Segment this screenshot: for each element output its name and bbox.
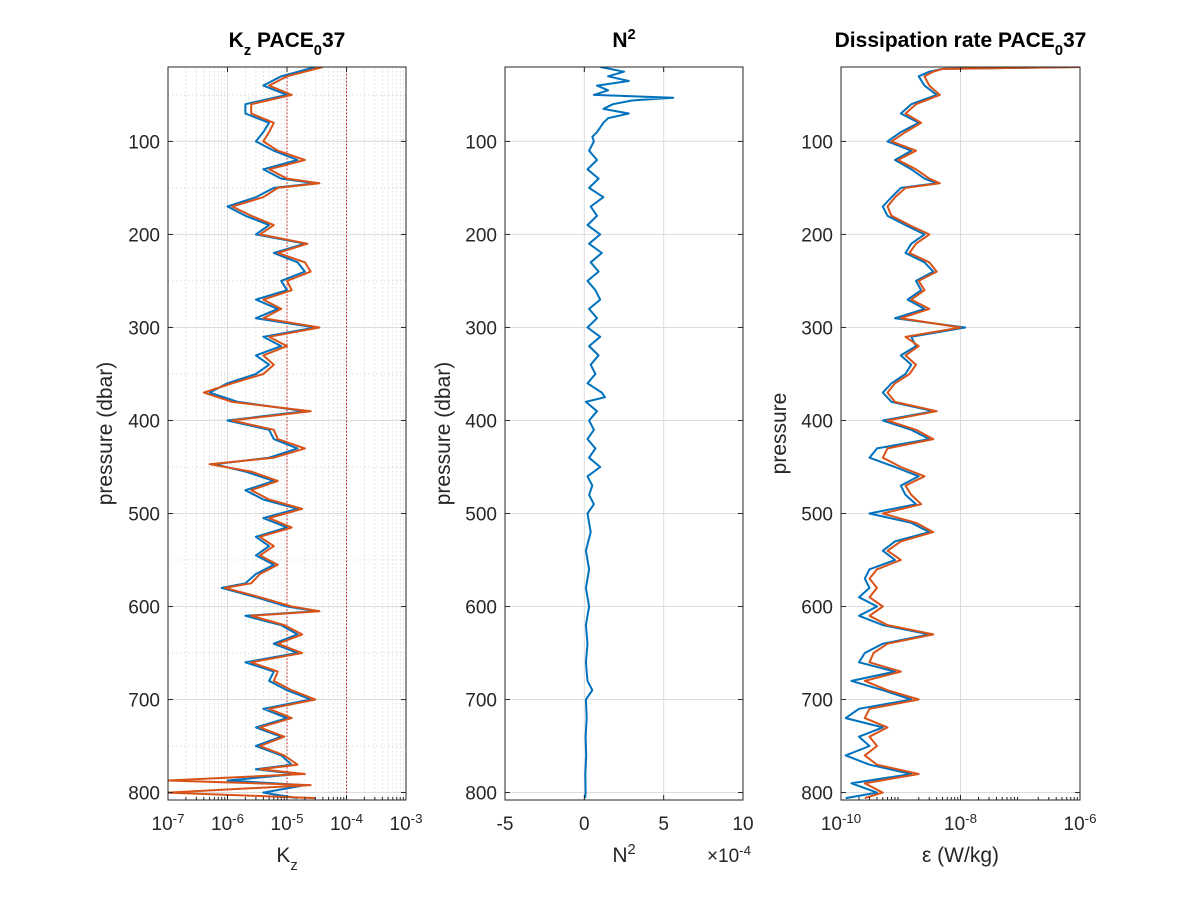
chart-title: Kz PACE037 <box>229 29 346 59</box>
chart-panel-2: -5 0 5 10 100 200 300 400 500 600 700 800 N2 N2 ×10-4 p… <box>432 27 754 867</box>
y-tick-label: 700 <box>465 691 497 712</box>
x-tick-label: 10-4 <box>330 811 363 836</box>
y-tick-label: 600 <box>128 598 160 619</box>
chart-title: Dissipation rate PACE037 <box>835 29 1087 59</box>
x-tick-label: -5 <box>497 814 514 835</box>
y-tick-label: 500 <box>801 504 833 525</box>
plot-frame <box>504 66 744 801</box>
x-tick-label: 10 <box>732 814 753 835</box>
x-tick-label: 10-3 <box>390 811 423 836</box>
x-tick-label: 10-5 <box>271 811 304 836</box>
x-axis-label: Kz <box>276 844 297 874</box>
x-tick-label: 0 <box>579 814 590 835</box>
series-line-1 <box>584 67 675 799</box>
y-tick-label: 400 <box>128 411 160 432</box>
chart-panel-1: 10-7 10-6 10-5 10-4 10-3 100 200 300 400 500 600 70… <box>94 29 422 874</box>
series-line-2 <box>863 67 1080 800</box>
x-tick-label: 10-6 <box>211 811 244 836</box>
y-axis-label: pressure (dbar) <box>94 362 117 506</box>
chart-panel-3: 10-10 10-8 10-6 100 200 300 400 500 600 700 800 Dis… <box>768 29 1096 867</box>
x-tick-label: 10-8 <box>944 811 977 836</box>
y-tick-label: 600 <box>801 598 833 619</box>
y-tick-label: 100 <box>465 132 497 153</box>
x-tick-label: 10-7 <box>152 811 185 836</box>
y-tick-label: 800 <box>801 784 833 805</box>
y-tick-label: 400 <box>465 411 497 432</box>
y-tick-label: 300 <box>801 318 833 339</box>
y-axis-label: pressure (dbar) <box>432 362 455 506</box>
y-tick-label: 800 <box>465 784 497 805</box>
y-tick-label: 500 <box>128 504 160 525</box>
y-tick-label: 600 <box>465 598 497 619</box>
y-tick-label: 400 <box>801 411 833 432</box>
y-tick-label: 100 <box>801 132 833 153</box>
y-tick-label: 200 <box>465 225 497 246</box>
y-axis-label: pressure <box>768 393 791 475</box>
chart-title: N2 <box>612 27 635 52</box>
series-line-2 <box>168 67 324 800</box>
series-line-1 <box>844 67 1080 800</box>
x-axis-multiplier: ×10-4 <box>707 843 751 868</box>
y-tick-label: 300 <box>128 318 160 339</box>
x-tick-label: 10-10 <box>821 811 861 836</box>
y-tick-label: 500 <box>465 504 497 525</box>
y-tick-label: 300 <box>465 318 497 339</box>
x-tick-label: 10-6 <box>1064 811 1097 836</box>
x-axis-label: N2 <box>612 842 635 867</box>
y-tick-label: 800 <box>128 784 160 805</box>
y-tick-label: 700 <box>801 691 833 712</box>
y-tick-label: 200 <box>801 225 833 246</box>
y-tick-label: 700 <box>128 691 160 712</box>
y-tick-label: 200 <box>128 225 160 246</box>
x-axis-label: ε (W/kg) <box>922 844 999 867</box>
series-line-1 <box>208 67 317 800</box>
x-tick-label: 5 <box>658 814 669 835</box>
y-tick-label: 100 <box>128 132 160 153</box>
